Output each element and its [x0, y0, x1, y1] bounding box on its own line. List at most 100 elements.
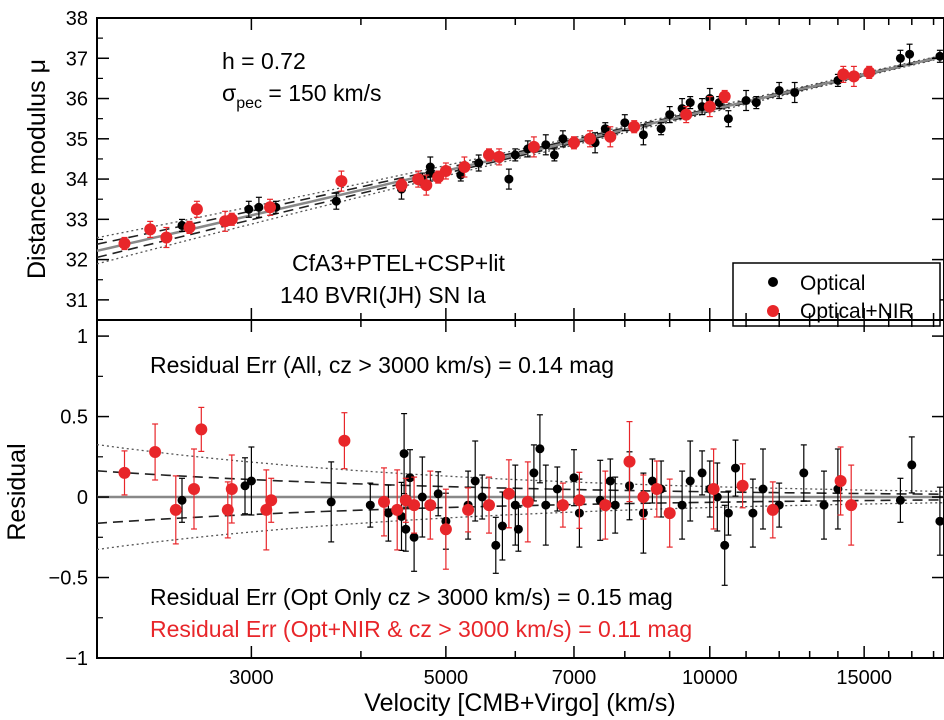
residual-point-optical	[246, 476, 256, 486]
hubble-point-optical	[331, 196, 341, 206]
residual-point-optical	[610, 500, 620, 510]
hubble-point-optical-nir	[604, 130, 617, 143]
residual-point-optical-nir	[195, 423, 208, 436]
residual-y-tick-label: 0	[77, 487, 88, 509]
residual-point-optical	[409, 532, 419, 542]
residual-point-optical	[529, 468, 539, 478]
residual-point-optical	[513, 524, 523, 534]
residual-point-optical	[605, 476, 615, 486]
residual-point-optical	[677, 500, 687, 510]
hubble-point-optical	[935, 51, 944, 61]
hubble-envelope-2sigma-upper	[96, 54, 944, 239]
residual-point-optical	[685, 476, 695, 486]
hubble-y-tick-label: 37	[66, 48, 88, 70]
hubble-point-optical	[620, 118, 630, 128]
residual-point-optical	[569, 473, 579, 483]
residual-point-optical-nir	[462, 503, 475, 516]
residual-point-optical-nir	[169, 503, 182, 516]
residual-point-optical-nir	[265, 494, 278, 507]
residual-point-optical	[326, 497, 336, 507]
residual-point-optical-nir	[483, 499, 495, 512]
residual-point-optical	[383, 508, 393, 518]
hubble-point-optical-nir	[190, 203, 203, 216]
residual-y-tick-label: −0.5	[49, 568, 88, 590]
hubble-point-optical	[741, 96, 751, 105]
hubble-point-optical-nir	[264, 201, 276, 214]
hubble-point-optical	[905, 49, 915, 59]
x-tick-label: 15000	[836, 667, 892, 689]
residual-point-optical	[497, 521, 507, 531]
residual-x-axis: 3000 5000 7000 10000 15000	[96, 18, 935, 689]
hubble-model-lines	[96, 54, 944, 265]
hubble-point-optical	[541, 140, 551, 150]
residual-point-optical	[401, 524, 411, 534]
hubble-point-optical-nir	[144, 223, 157, 236]
residual-point-optical-nir	[188, 483, 200, 495]
hubble-point-optical	[254, 202, 264, 212]
residual-point-optical	[240, 481, 250, 491]
hubble-point-optical	[751, 98, 761, 108]
legend-label-optical-nir: Optical+NIR	[800, 300, 914, 323]
hubble-point-optical	[685, 98, 695, 108]
hubble-y-tick-label: 32	[66, 250, 88, 272]
hubble-point-optical	[774, 86, 784, 95]
h-annotation: h = 0.72	[222, 48, 306, 74]
residual-point-optical-nir	[521, 495, 534, 508]
x-tick-label: 10000	[682, 667, 738, 689]
residual-point-optical	[541, 500, 551, 510]
residual-point-optical-nir	[663, 507, 676, 520]
sample-annotation-line2: 140 BVRI(JH) SN Ia	[280, 282, 486, 308]
hubble-point-optical-nir	[527, 140, 540, 153]
hubble-model-line	[96, 55, 944, 253]
residual-envelope-lines	[96, 443, 944, 551]
residual-point-optical	[552, 484, 562, 494]
sigma-annotation: σpec = 150 km/s	[222, 80, 382, 112]
residual-point-optical	[720, 540, 730, 550]
legend-marker-optical-nir	[767, 305, 779, 317]
hubble-point-optical-nir	[160, 231, 173, 244]
residual-envelope-2sigma-upper	[96, 443, 944, 493]
residual-point-optical-nir	[623, 455, 636, 468]
residual-point-optical-nir	[408, 499, 421, 512]
residual-point-optical-nir	[556, 499, 569, 512]
residual-point-optical-nir	[502, 487, 515, 500]
hubble-point-optical-nir	[225, 213, 238, 226]
hubble-point-optical-nir	[863, 66, 876, 79]
hubble-point-optical-nir	[335, 175, 348, 188]
residual-point-optical	[758, 484, 768, 494]
residual-point-optical	[417, 492, 427, 502]
hubble-point-optical-nir	[493, 150, 506, 163]
hubble-point-optical-nir	[628, 120, 641, 133]
residual-point-optical	[748, 508, 758, 518]
residual-point-optical-nir	[766, 503, 779, 516]
x-axis-label: Velocity [CMB+Virgo] (km/s)	[364, 689, 675, 717]
residual-y-tick-label: 0.5	[60, 407, 88, 429]
hubble-point-optical	[510, 150, 520, 160]
residual-point-optical	[907, 460, 917, 470]
y-axis-label-distance-modulus: Distance modulus μ	[23, 59, 51, 279]
residual-point-optical	[731, 463, 740, 473]
hubble-point-optical-nir	[483, 148, 495, 161]
residual-point-optical	[697, 468, 707, 478]
hubble-point-optical	[723, 114, 733, 124]
residual-envelope-1sigma-upper	[96, 470, 944, 495]
residual-points	[118, 406, 944, 586]
hubble-point-optical	[244, 204, 254, 214]
hubble-point-optical	[895, 53, 905, 63]
hubble-y-tick-label: 34	[66, 169, 88, 191]
hubble-point-optical-nir	[420, 179, 433, 192]
x-tick-label: 7000	[552, 667, 597, 689]
residual-point-optical	[399, 449, 409, 459]
residual-point-optical	[535, 444, 545, 454]
x-tick-label: 5000	[424, 667, 469, 689]
residual-err-opt: Residual Err (Opt Only cz > 3000 km/s) =…	[150, 584, 673, 610]
legend-box	[732, 262, 941, 327]
sigma-symbol: σ	[222, 80, 236, 106]
legend-label-optical: Optical	[800, 272, 865, 295]
hubble-point-optical-nir	[118, 237, 131, 250]
hubble-point-optical	[549, 150, 559, 160]
residual-point-optical-nir	[439, 523, 452, 536]
residual-point-optical	[723, 508, 733, 518]
residual-point-optical-nir	[225, 483, 238, 495]
